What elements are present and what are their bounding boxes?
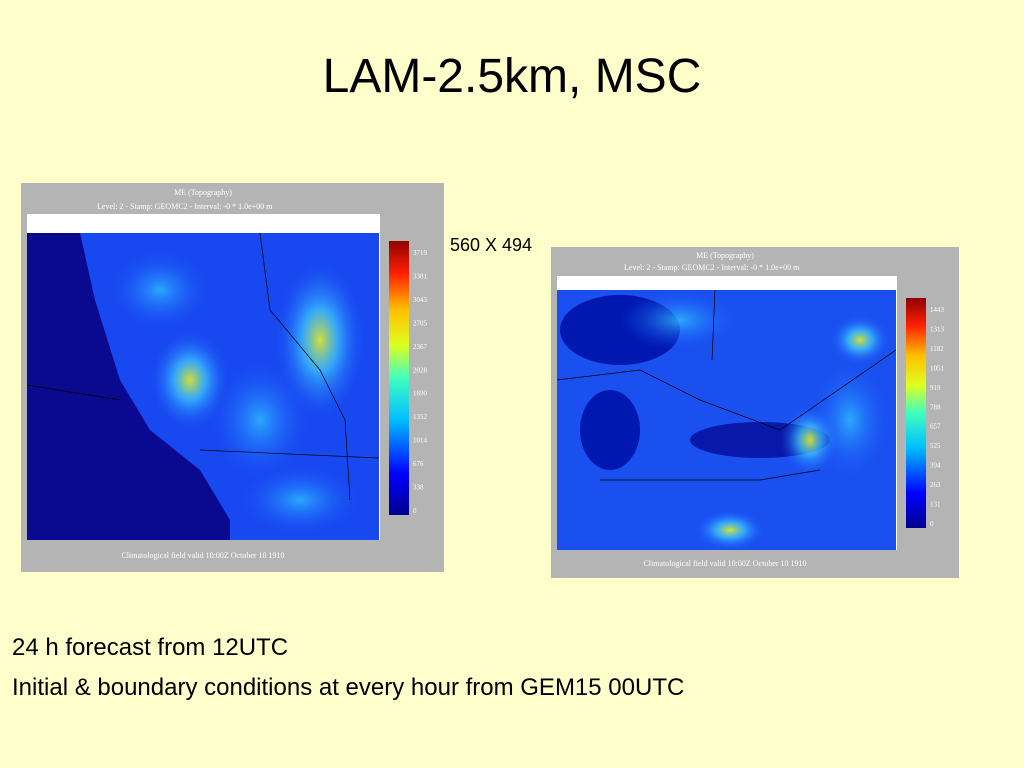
colorbar-label: 919 (930, 384, 941, 392)
body-line: Initial & boundary conditions at every h… (12, 674, 684, 701)
panel-level: Level: 2 - Stamp: GEOMC2 - Interval: -0 … (624, 263, 800, 272)
colorbar-label: 1690 (413, 390, 428, 398)
colorbar-label: 3043 (413, 296, 428, 304)
colorbar-label: 0 (930, 520, 934, 528)
colorbar (389, 241, 409, 515)
slide-title: LAM-2.5km, MSC (323, 50, 702, 103)
colorbar-label: 788 (930, 403, 941, 411)
colorbar-label: 131 (930, 501, 941, 509)
panel-footer: Climatological field valid 10:00Z Octobe… (643, 559, 806, 568)
colorbar-label: 1443 (930, 306, 945, 314)
colorbar-label: 1182 (930, 345, 944, 353)
map-left (21, 183, 444, 572)
map-right (551, 247, 959, 578)
colorbar-label: 1014 (413, 437, 428, 445)
colorbar-label: 263 (930, 481, 941, 489)
panel-header: ME (Topography) (696, 251, 754, 260)
panel-footer: Climatological field valid 10:00Z Octobe… (121, 551, 284, 560)
colorbar-label: 338 (413, 484, 424, 492)
colorbar-label: 0 (413, 507, 417, 515)
colorbar-label: 1313 (930, 325, 945, 333)
colorbar-label: 2705 (413, 319, 428, 327)
colorbar-label: 3381 (413, 272, 428, 280)
colorbar-label: 2367 (413, 343, 428, 351)
size-note: 560 X 494 (450, 235, 532, 255)
colorbar-label: 3719 (413, 249, 428, 257)
panel-level: Level: 2 - Stamp: GEOMC2 - Interval: -0 … (97, 202, 273, 211)
colorbar-label: 657 (930, 423, 941, 431)
colorbar-label: 525 (930, 442, 941, 450)
colorbar (906, 298, 926, 528)
colorbar-label: 1352 (413, 413, 428, 421)
panel-header: ME (Topography) (174, 188, 232, 197)
colorbar-label: 2028 (413, 366, 428, 374)
colorbar-label: 394 (930, 462, 941, 470)
colorbar-label: 1051 (930, 364, 945, 372)
body-line: 24 h forecast from 12UTC (12, 634, 288, 661)
colorbar-label: 676 (413, 460, 424, 468)
